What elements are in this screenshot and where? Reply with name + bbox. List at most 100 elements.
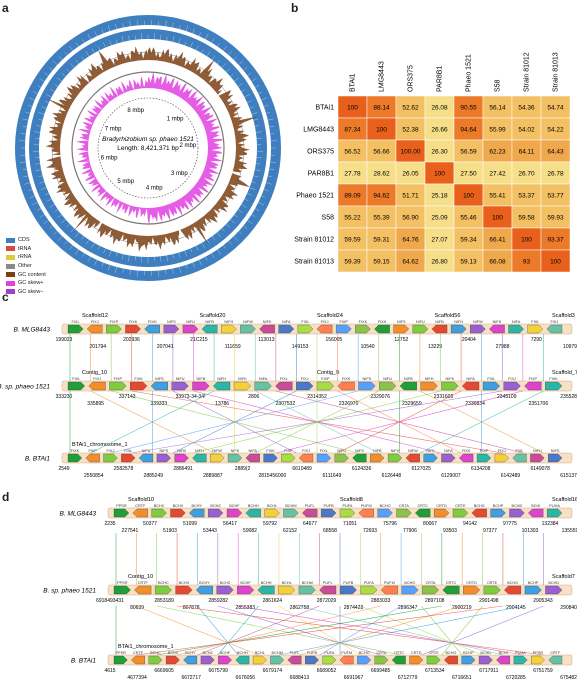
heatmap-value: 53.37 [518,193,535,200]
gene-label: BCHF [220,651,231,655]
cds-tick [109,250,112,257]
gene-label: BCHM [285,504,296,508]
gene-arrow [281,453,296,463]
gene-arrow [210,453,225,463]
coordinate-label: 75796 [383,521,397,527]
cds-tick [251,214,255,217]
cds-tick [221,63,226,68]
gene-arrow [545,381,563,391]
cds-tick [206,51,211,57]
cds-tick [198,32,201,37]
coordinate-label: 6676056 [236,675,256,681]
gene-label: NIFH [425,377,434,381]
gene-arrow [192,381,210,391]
coordinate-label: 6127025 [411,466,431,472]
gene-arrow [441,453,456,463]
cds-tick [206,239,210,244]
cds-tick [30,195,35,199]
gene-label: FIXJ [107,449,115,453]
cds-tick [33,91,38,94]
cds-tick [172,268,174,274]
coordinate-label: 7290 [531,337,542,343]
coordinate-label: 80067 [423,521,437,527]
cds-tick [255,208,260,212]
cds-tick [243,225,248,230]
gene-label: FIXH [148,320,157,324]
gene-arrow [463,585,481,595]
gene-arrow [283,508,299,518]
coordinate-label: 68558 [323,528,337,534]
cds-tick [38,175,43,177]
legend-label: rRNA [18,254,32,261]
gene-arrow [189,508,205,518]
gene-label: BCHH [237,651,248,655]
cds-tick [165,20,167,27]
gene-label: CRTA [376,651,386,655]
coordinate-label: 13229 [428,344,442,350]
cds-tick [81,56,85,60]
gene-arrow [391,655,406,665]
legend-label: GC skew− [18,288,44,295]
scale-label: 5 mbp [117,179,134,185]
gene-label: PUFB [343,581,354,585]
heatmap-value: 66.08 [489,259,506,266]
cds-tick [195,45,199,51]
coordinate-label: 113013 [258,337,275,343]
heatmap-value: 64.43 [547,149,564,156]
heatmap-value: 100 [463,193,474,200]
coordinate-label: 6610489 [292,466,312,472]
gene-label: BCHH [248,504,259,508]
coordinate-label: 2889(2 [235,466,251,472]
gene-label: CRTE [428,651,439,655]
gene-arrow [399,381,417,391]
gene-label: PUFL [290,651,300,655]
legend-item: rRNA [6,253,46,262]
cds-tick [108,264,111,270]
gene-label: FIXL [72,320,80,324]
gene-label: PPSR [116,504,127,508]
cds-tick [179,25,181,30]
heatmap-value: 93.37 [547,237,564,244]
gene-arrow [339,585,357,595]
heatmap-value: 100 [521,237,532,244]
coordinate-label: 93503 [443,528,457,534]
cds-tick [40,187,47,190]
gene-label: NIFW [408,449,418,453]
cds-tick [129,20,131,27]
gene-arrow [259,324,275,334]
coordinate-label: 335895 [87,401,104,407]
cds-tick [211,38,215,43]
gene-label: CRTF [133,651,144,655]
gene-arrow [483,585,501,595]
cds-tick [258,202,264,206]
gene-label: FIXJ [551,320,559,324]
genome-label: B. BTAi1 [25,456,51,463]
heatmap-value: 26.70 [518,171,535,178]
genome-label: B. BTAi1 [71,658,97,665]
cds-tick [122,23,124,28]
gene-arrow [504,585,522,595]
cds-tick [247,193,252,196]
cds-tick [128,255,130,262]
coordinate-label: 2326970 [339,401,359,407]
gene-label: CRTE [455,504,466,508]
heatmap-value: 59.34 [460,237,477,244]
gene-arrow [67,453,82,463]
genome-label: B. sp. phaeo 1521 [0,384,50,391]
gene-arrow [175,585,193,595]
cds-tick [201,49,204,54]
cds-tick [41,106,47,109]
heatmap-value: 100.00 [401,149,421,156]
heatmap-value: 27.07 [431,237,448,244]
cds-tick [253,175,259,178]
cds-tick [255,84,260,88]
gene-arrow [405,453,420,463]
gene-label: PUFB [307,651,318,655]
gene-label: FIXJ [508,377,516,381]
coordinate-label: 10540 [361,344,375,350]
gene-arrow [235,655,250,665]
heatmap-cell [540,249,571,273]
heatmap-row-label: S58 [322,215,335,222]
legend-swatch [6,263,15,269]
